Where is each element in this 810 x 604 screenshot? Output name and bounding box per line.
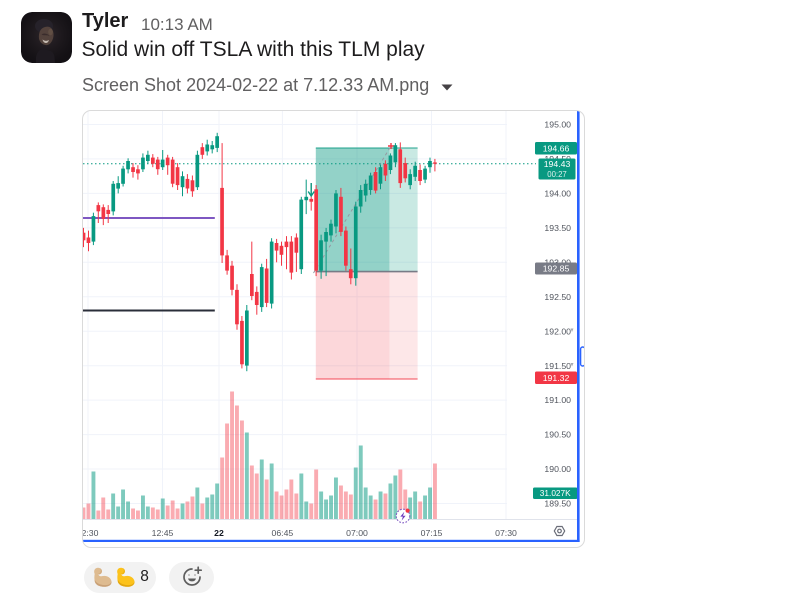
svg-text:07:00: 07:00 <box>346 528 368 538</box>
svg-text:189.50: 189.50 <box>544 499 571 509</box>
svg-text:06:45: 06:45 <box>272 528 294 538</box>
svg-text:12:45: 12:45 <box>152 528 174 538</box>
svg-text:22: 22 <box>214 528 224 538</box>
svg-text:192.00: 192.00 <box>544 326 571 336</box>
svg-text:191.32: 191.32 <box>543 373 570 383</box>
svg-text:195.00: 195.00 <box>544 120 571 130</box>
svg-text:192.50: 192.50 <box>544 292 571 302</box>
svg-text:191.00: 191.00 <box>544 395 571 405</box>
svg-text:193.50: 193.50 <box>544 223 571 233</box>
svg-text:07:30: 07:30 <box>495 528 517 538</box>
svg-text:191.50: 191.50 <box>544 361 571 371</box>
svg-text:190.50: 190.50 <box>544 430 571 440</box>
svg-text:190.00: 190.00 <box>544 464 571 474</box>
svg-text:00:27: 00:27 <box>547 170 567 179</box>
svg-text:2:30: 2:30 <box>83 528 99 538</box>
svg-text:194.43: 194.43 <box>544 159 571 169</box>
svg-text:193.00: 193.00 <box>544 257 571 267</box>
svg-text:192.85: 192.85 <box>543 264 570 274</box>
svg-text:31.027K: 31.027K <box>540 488 571 498</box>
svg-text:07:15: 07:15 <box>421 528 443 538</box>
svg-text:194.00: 194.00 <box>544 189 571 199</box>
svg-text:194.66: 194.66 <box>543 143 570 153</box>
